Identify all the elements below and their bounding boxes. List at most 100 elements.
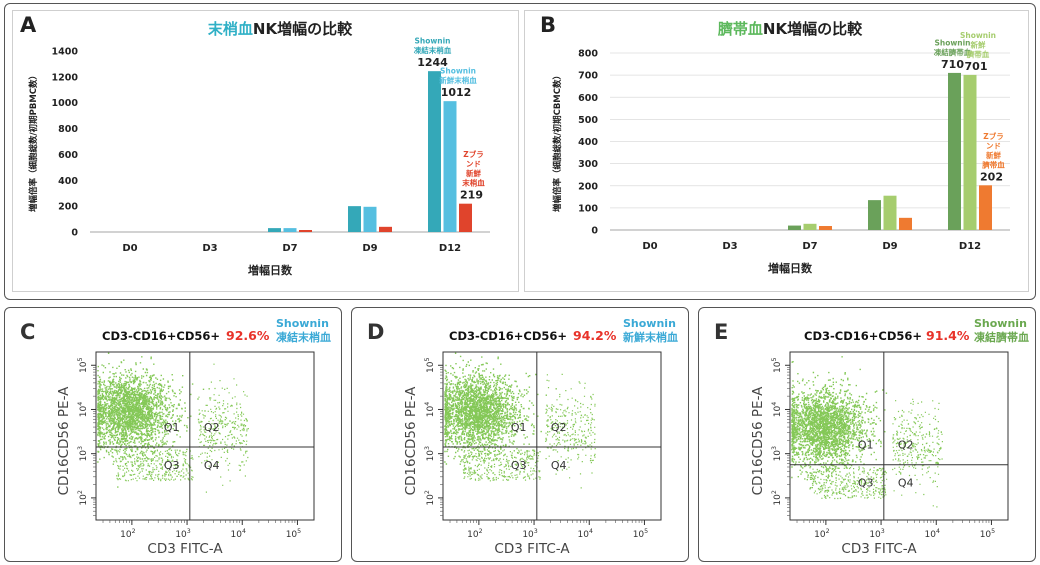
x-tick-label: 103: [869, 528, 884, 540]
series-label: 新鮮: [971, 39, 986, 49]
y-tick-label: 103: [771, 446, 783, 461]
y-tick-label: 102: [771, 490, 783, 505]
x-tick-label: 104: [578, 528, 593, 540]
x-tick-label: 104: [925, 528, 940, 540]
x-tick-label: D9: [882, 241, 897, 252]
y-tick-label: 300: [578, 159, 598, 170]
series-label: Zブラ: [983, 131, 1003, 141]
sample-label-type: 凍結臍帯血: [974, 330, 1029, 344]
y-tick-group: 103: [771, 446, 783, 461]
y-tick-group: 105: [424, 358, 436, 373]
x-tick-label: 102: [467, 528, 482, 540]
x-axis-label: 増幅日数: [768, 261, 813, 275]
x-tick-label: D7: [282, 243, 297, 254]
series-label: 臍帯血: [982, 159, 1005, 169]
gate-percent: 94.2%: [573, 328, 617, 343]
plot-area: [789, 351, 1009, 521]
series-label: ンド: [986, 141, 1001, 150]
y-tick-label: 1200: [52, 72, 79, 83]
x-axis-label: CD3 FITC-A: [494, 541, 570, 557]
x-tick-label: D0: [122, 243, 137, 254]
y-tick-label: 105: [77, 358, 89, 373]
series-label: Shownin: [934, 38, 970, 47]
quadrant-label: Q2: [551, 421, 567, 434]
y-tick-label: 200: [578, 181, 598, 192]
quadrant-label: Q4: [551, 459, 567, 472]
series-label: 新鮮末梢血: [439, 75, 477, 85]
y-axis-label: CD16CD56 PE-A: [56, 386, 72, 496]
y-tick-group: 103: [424, 446, 436, 461]
y-tick-label: 500: [578, 115, 598, 126]
gate-title: CD3-CD16+CD56+: [102, 329, 220, 343]
x-tick-label: 103: [522, 528, 537, 540]
series-label: Zブラ: [463, 149, 483, 159]
y-axis-label: 増幅倍率（細胞総数/初期PBMC数）: [28, 71, 39, 212]
bar: [379, 226, 392, 232]
y-tick-label: 104: [77, 402, 89, 417]
bar: [268, 228, 281, 232]
chart-title-highlight: 末梢血: [208, 20, 253, 38]
bar: [883, 195, 897, 230]
y-tick-label: 800: [578, 49, 598, 60]
chart-title: 末梢血NK増幅の比較: [208, 20, 353, 38]
y-tick-label: 104: [771, 402, 783, 417]
sample-label-type: 新鮮末梢血: [623, 330, 678, 344]
y-tick-group: 104: [77, 402, 89, 417]
sample-label-brand: Shownin: [276, 317, 329, 330]
x-tick-label: 103: [175, 528, 190, 540]
y-tick-label: 800: [58, 124, 78, 135]
bar: [363, 206, 377, 232]
bar: [979, 185, 992, 230]
bar: [299, 230, 312, 232]
y-tick-label: 105: [424, 358, 436, 373]
y-tick-group: 104: [771, 402, 783, 417]
event-dots: [444, 352, 596, 489]
x-tick-label: 105: [980, 528, 995, 540]
event-dots: [791, 356, 943, 508]
x-tick-label: D0: [642, 241, 657, 252]
bar: [948, 72, 961, 230]
gate-title: CD3-CD16+CD56+: [804, 329, 922, 343]
quadrant-label: Q4: [204, 459, 220, 472]
data-label: 701: [965, 60, 988, 73]
series-label: 新鮮: [986, 150, 1001, 160]
x-tick-label: 105: [286, 528, 301, 540]
bar: [788, 225, 801, 230]
x-tick-label: D3: [202, 243, 217, 254]
panel-b-frame: [524, 10, 1029, 292]
series-label: ンド: [466, 160, 481, 169]
y-tick-label: 1400: [52, 47, 79, 58]
y-axis-label: CD16CD56 PE-A: [750, 386, 766, 496]
bar: [899, 217, 912, 230]
x-axis-label: 増幅日数: [248, 263, 293, 277]
y-tick-label: 600: [578, 93, 598, 104]
y-tick-label: 600: [58, 150, 78, 161]
x-axis-label: CD3 FITC-A: [147, 541, 223, 557]
bar: [868, 200, 881, 230]
quadrant-label: Q2: [204, 421, 220, 434]
series-label: 新鮮: [466, 168, 481, 178]
y-tick-group: 104: [424, 402, 436, 417]
quadrant-label: Q1: [858, 439, 874, 452]
y-tick-label: 102: [77, 490, 89, 505]
chart-title: 臍帯血NK増幅の比較: [718, 20, 863, 38]
panel-letter: E: [714, 320, 728, 344]
y-tick-label: 104: [424, 402, 436, 417]
y-tick-label: 1000: [52, 98, 79, 109]
x-axis-label: CD3 FITC-A: [841, 541, 917, 557]
sample-label-brand: Shownin: [974, 317, 1027, 330]
series-label: 凍結末梢血: [414, 45, 452, 55]
quadrant-label: Q2: [898, 439, 914, 452]
event-dots: [97, 352, 249, 493]
panel-letter: B: [540, 13, 556, 37]
bar: [348, 206, 361, 232]
bar: [443, 101, 457, 232]
y-tick-label: 103: [424, 446, 436, 461]
quadrant-label: Q3: [858, 477, 874, 490]
series-label: Shownin: [440, 67, 476, 76]
data-label: 1244: [417, 56, 448, 69]
y-tick-label: 0: [71, 228, 78, 239]
sample-label-brand: Shownin: [623, 317, 676, 330]
